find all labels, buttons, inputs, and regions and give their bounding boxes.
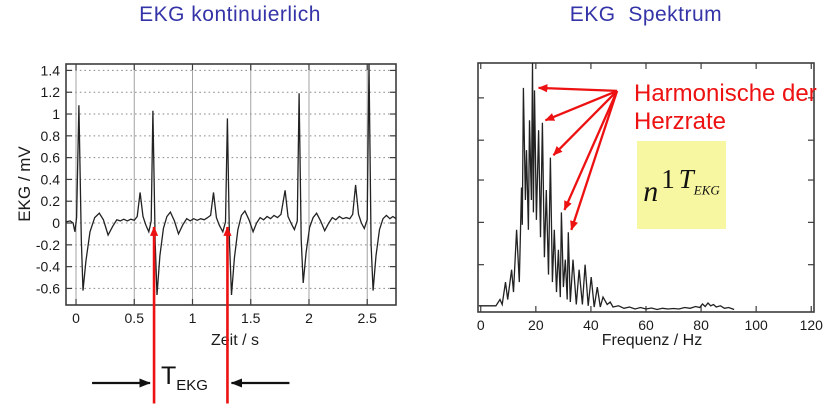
harmonic-arrow bbox=[563, 90, 619, 211]
y-tick-label: -0.6 bbox=[36, 280, 60, 296]
x-tick-label: 2.5 bbox=[357, 310, 377, 326]
axes-frame bbox=[65, 63, 397, 306]
x-tick-label: 80 bbox=[693, 317, 709, 333]
formula-fraction: 1 TEKG bbox=[661, 165, 720, 204]
x-tick-label: 2 bbox=[305, 310, 313, 326]
y-tick-label: 0.2 bbox=[41, 193, 61, 209]
x-tick-label: 0.5 bbox=[125, 310, 145, 326]
y-tick-label: 0.4 bbox=[41, 171, 61, 187]
formula-numerator: 1 bbox=[661, 164, 675, 195]
y-tick-label: -0.2 bbox=[36, 237, 60, 253]
harmonics-line1: Harmonische der bbox=[634, 80, 817, 107]
harmonic-arrow bbox=[537, 84, 618, 93]
tekg-period-label: TEKG bbox=[161, 362, 208, 394]
right-chart-title: EKG Spektrum bbox=[569, 3, 723, 26]
y-tick-label: -0.4 bbox=[36, 259, 60, 275]
x-tick-label: 120 bbox=[800, 317, 824, 333]
harmonics-annotation: Harmonische der Herzrate bbox=[634, 80, 817, 136]
harmonic-arrow bbox=[570, 90, 619, 231]
left-x-axis-label: Zeit / s bbox=[210, 332, 259, 349]
x-tick-label: 100 bbox=[744, 317, 768, 333]
y-tick-label: 1.2 bbox=[41, 84, 61, 100]
harmonics-line2: Herzrate bbox=[634, 108, 727, 135]
y-tick-label: 0.6 bbox=[41, 150, 61, 166]
ekg-time-chart-trace bbox=[65, 64, 397, 296]
left-chart-title: EKG kontinuierlich bbox=[139, 3, 321, 26]
right-x-axis-label: Frequenz / Hz bbox=[601, 332, 703, 349]
x-tick-label: 1 bbox=[189, 310, 197, 326]
y-tick-label: 0 bbox=[52, 215, 60, 231]
x-tick-label: 20 bbox=[528, 317, 544, 333]
x-tick-label: 40 bbox=[583, 317, 599, 333]
formula-box: n 1 TEKG bbox=[637, 141, 726, 229]
x-tick-label: 60 bbox=[638, 317, 654, 333]
harmonic-arrow bbox=[544, 89, 618, 122]
formula-factor: n bbox=[643, 175, 659, 208]
harmonic-arrow bbox=[552, 90, 618, 156]
x-tick-label: 1.5 bbox=[241, 310, 261, 326]
ekg-time-chart: 0 0.5 1 1.5 2 2.5 1.4 1.2 1 0.8 0.6 0.4 0.2 0 -0.2 -0.4… bbox=[36, 62, 397, 326]
y-tick-label: 0.8 bbox=[41, 128, 61, 144]
x-tick-label: 0 bbox=[72, 310, 80, 326]
left-y-axis-label: EKG / mV bbox=[15, 146, 34, 222]
y-tick-label: 1.4 bbox=[41, 62, 61, 78]
x-tick-label: 0 bbox=[477, 317, 485, 333]
y-tick-label: 1 bbox=[52, 106, 60, 122]
formula-denominator: TEKG bbox=[678, 164, 720, 198]
